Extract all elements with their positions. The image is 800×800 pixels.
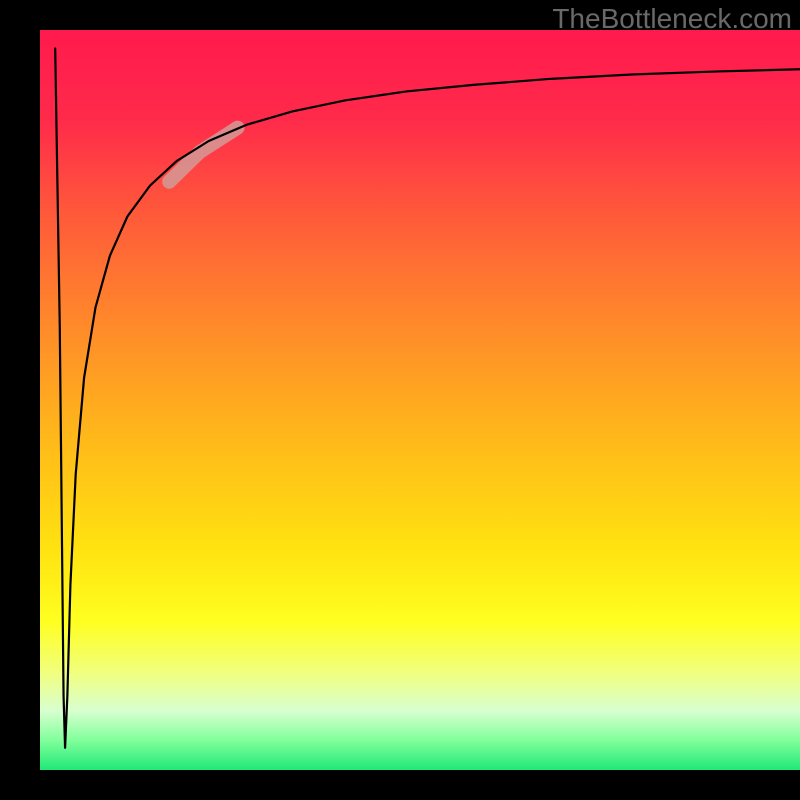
bottleneck-chart <box>0 0 800 800</box>
gradient-background <box>40 30 800 770</box>
chart-container: TheBottleneck.com <box>0 0 800 800</box>
